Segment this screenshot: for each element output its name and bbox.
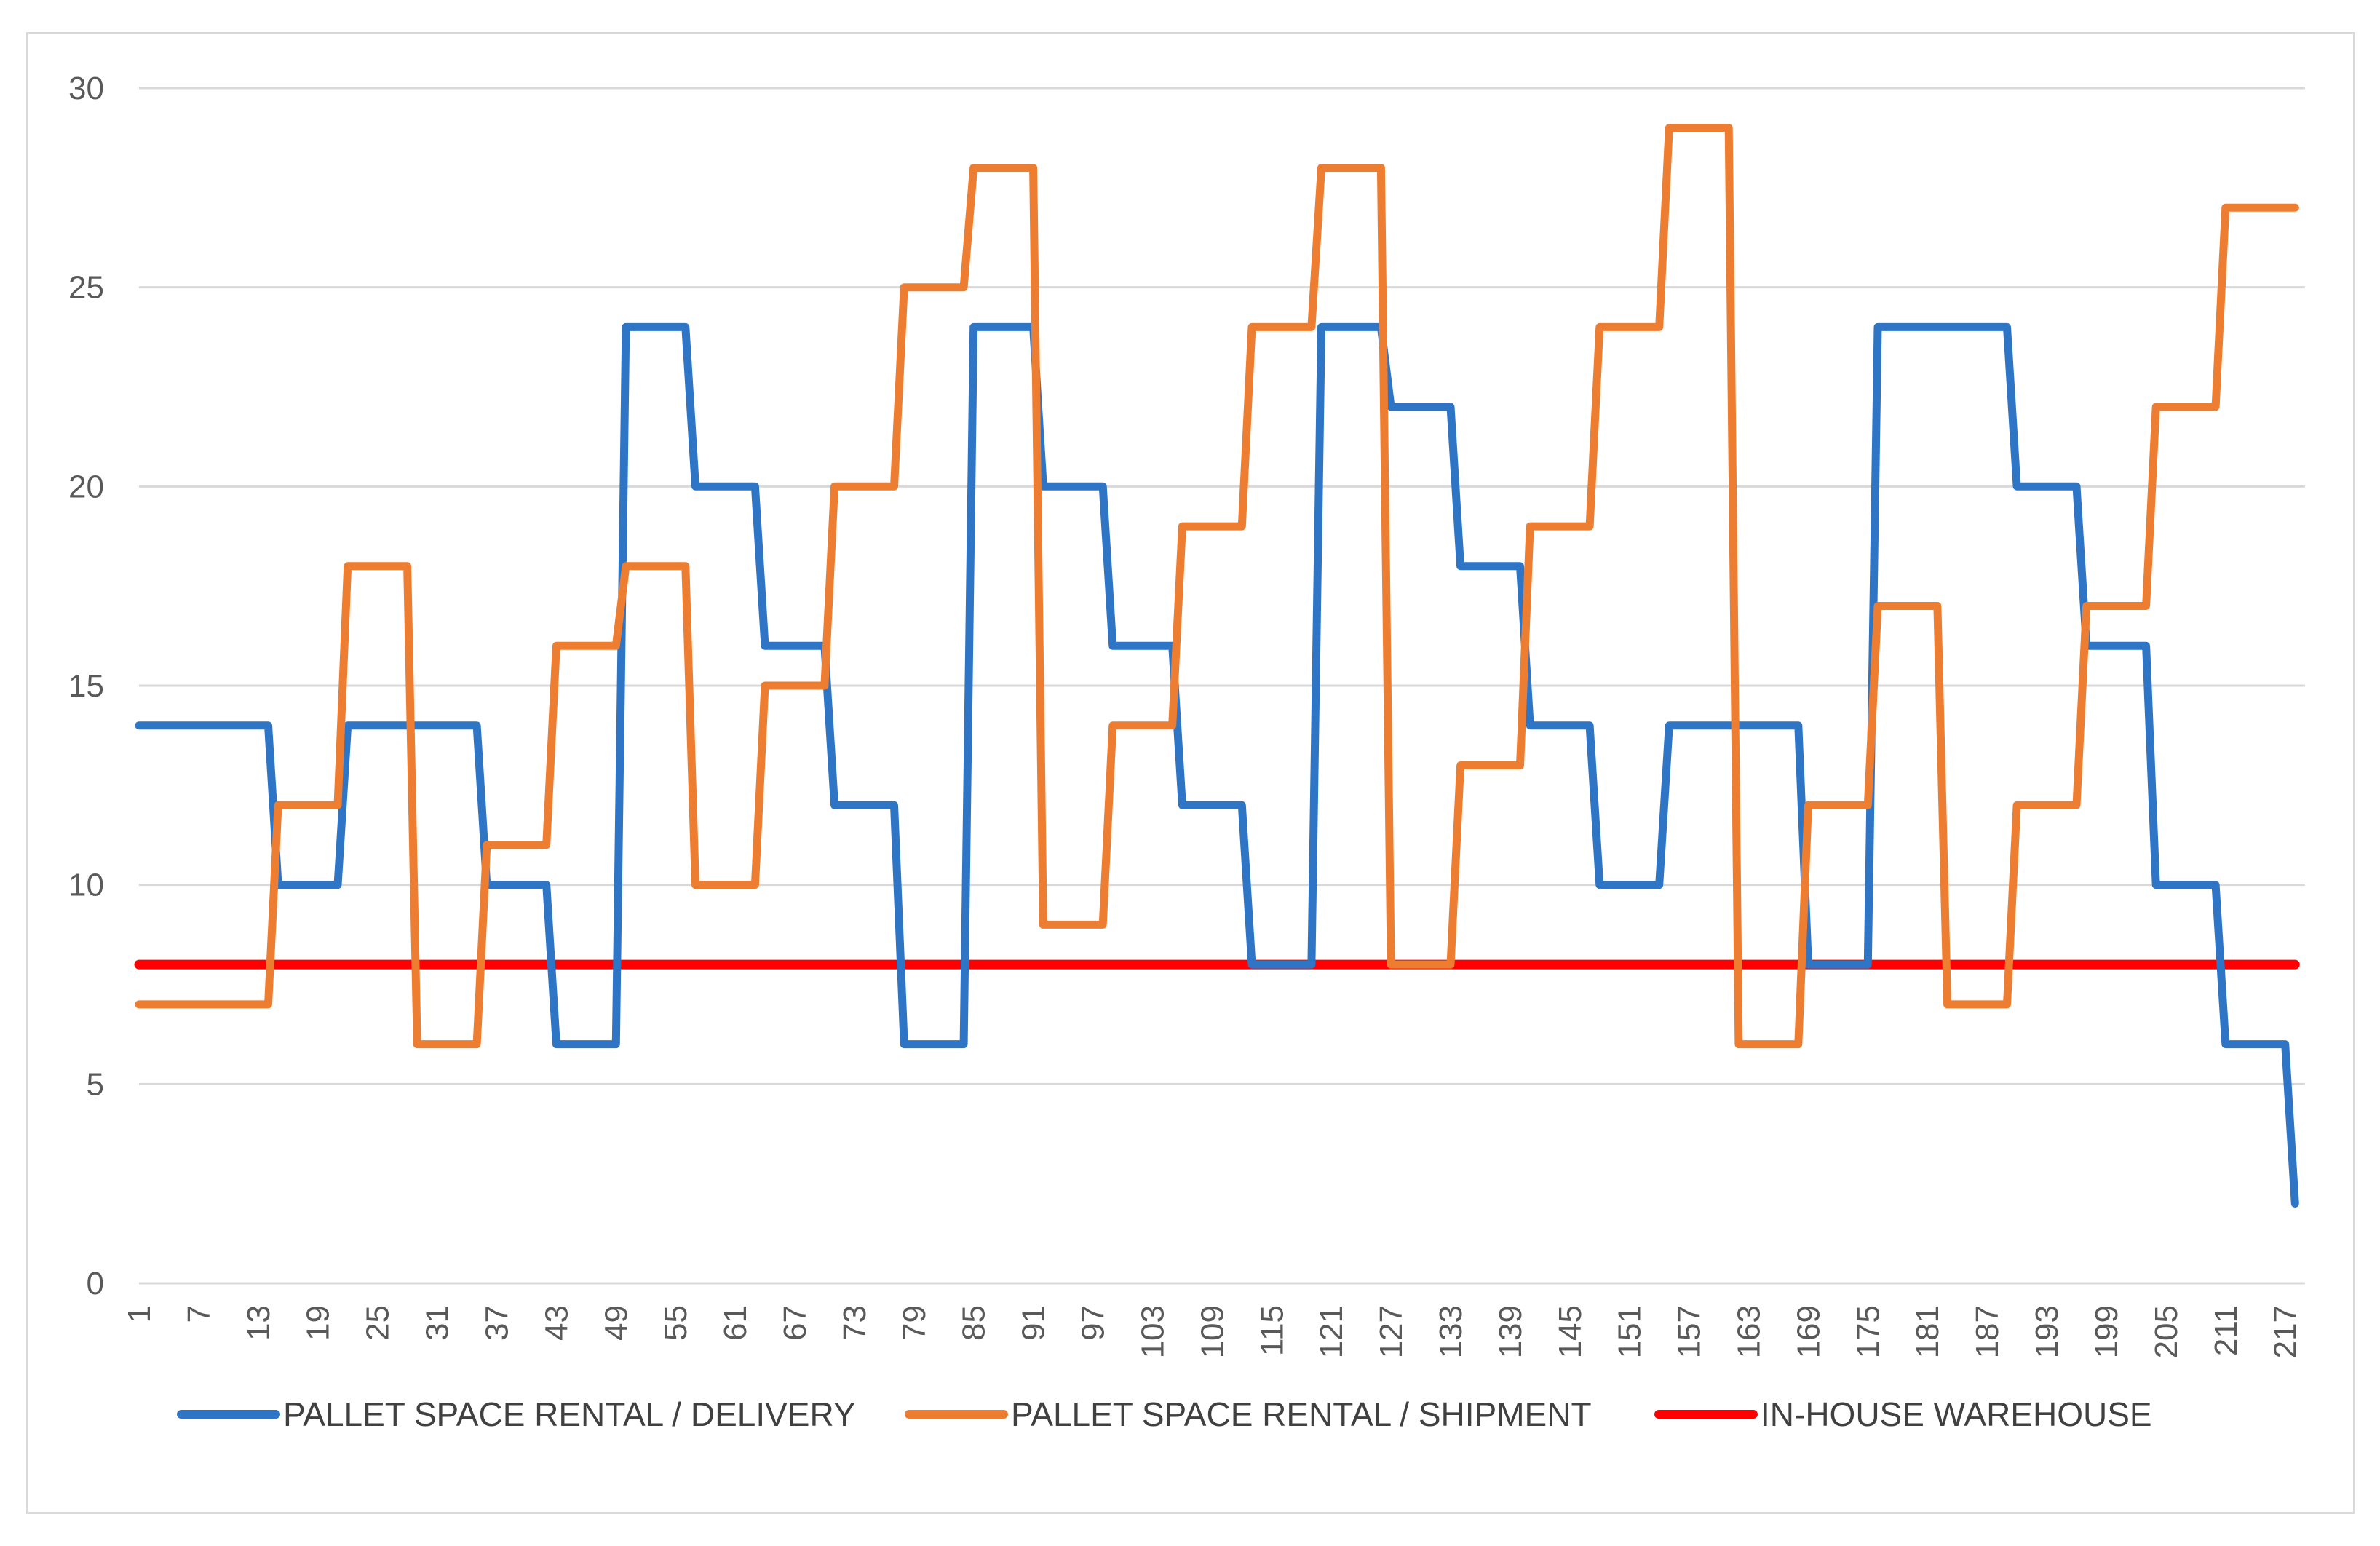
x-tick-label-139: 139 <box>1493 1305 1528 1358</box>
x-tick-label-25: 25 <box>360 1305 396 1341</box>
x-tick-label-55: 55 <box>658 1305 694 1341</box>
y-tick-label-5: 5 <box>87 1066 104 1102</box>
legend-label-pallet-space-rental-shipment: PALLET SPACE RENTAL / SHIPMENT <box>1011 1395 1592 1433</box>
x-tick-label-169: 169 <box>1790 1305 1826 1358</box>
x-tick-label-61: 61 <box>718 1305 753 1341</box>
x-tick-label-127: 127 <box>1373 1305 1409 1358</box>
x-tick-label-109: 109 <box>1194 1305 1230 1358</box>
x-tick-label-49: 49 <box>598 1305 634 1341</box>
series-line-pallet-space-rental-shipment <box>135 124 2299 1049</box>
x-tick-label-67: 67 <box>777 1305 813 1341</box>
y-tick-label-30: 30 <box>68 71 104 106</box>
y-tick-label-10: 10 <box>68 868 104 903</box>
y-axis-ticks: 0 5 10 15 20 25 30 <box>68 71 104 1301</box>
x-tick-label-157: 157 <box>1672 1305 1707 1358</box>
x-tick-label-13: 13 <box>241 1305 277 1341</box>
grid-lines <box>139 87 2305 1285</box>
x-tick-label-151: 151 <box>1612 1305 1648 1358</box>
x-tick-label-31: 31 <box>420 1305 456 1341</box>
x-tick-label-181: 181 <box>1910 1305 1945 1358</box>
x-tick-label-115: 115 <box>1254 1305 1290 1356</box>
x-tick-label-91: 91 <box>1016 1305 1052 1341</box>
chart-frame: 0 5 10 15 20 25 30 1 7 13 19 25 31 37 43 49 55 61 67 73 79 8… <box>26 32 2355 1514</box>
x-tick-label-1: 1 <box>122 1305 157 1323</box>
x-tick-label-193: 193 <box>2029 1305 2065 1358</box>
series-line-pallet-space-rental-delivery <box>135 322 2299 1208</box>
x-tick-label-163: 163 <box>1732 1305 1767 1358</box>
x-tick-label-133: 133 <box>1433 1305 1469 1358</box>
x-tick-label-97: 97 <box>1076 1305 1111 1341</box>
x-tick-label-79: 79 <box>897 1305 932 1341</box>
x-tick-label-145: 145 <box>1552 1305 1588 1358</box>
y-tick-label-15: 15 <box>68 668 104 704</box>
x-tick-label-217: 217 <box>2268 1305 2304 1358</box>
x-tick-label-199: 199 <box>2089 1305 2125 1358</box>
series-lines <box>134 124 2300 1208</box>
legend: PALLET SPACE RENTAL / DELIVERY PALLET SPA… <box>177 1395 2152 1433</box>
x-tick-label-187: 187 <box>1970 1305 2005 1358</box>
x-tick-label-7: 7 <box>181 1305 217 1323</box>
x-tick-label-121: 121 <box>1314 1305 1349 1358</box>
x-tick-label-175: 175 <box>1850 1305 1886 1358</box>
x-tick-label-37: 37 <box>479 1305 515 1341</box>
x-tick-label-43: 43 <box>539 1305 574 1341</box>
y-tick-label-20: 20 <box>68 469 104 504</box>
y-tick-label-25: 25 <box>68 270 104 306</box>
legend-label-pallet-space-rental-delivery: PALLET SPACE RENTAL / DELIVERY <box>283 1395 856 1433</box>
x-tick-label-73: 73 <box>837 1305 873 1341</box>
x-tick-label-19: 19 <box>301 1305 336 1341</box>
x-tick-label-205: 205 <box>2149 1305 2184 1358</box>
x-axis-ticks: 1 7 13 19 25 31 37 43 49 55 61 67 73 79 85 91 97 103 109 11… <box>122 1305 2304 1358</box>
line-chart: 0 5 10 15 20 25 30 1 7 13 19 25 31 37 43 49 55 61 67 73 79 8… <box>68 71 2305 1433</box>
x-tick-label-211: 211 <box>2208 1305 2244 1356</box>
legend-label-in-house-warehouse: IN-HOUSE WAREHOUSE <box>1761 1395 2152 1433</box>
x-tick-label-85: 85 <box>956 1305 992 1341</box>
x-tick-label-103: 103 <box>1135 1305 1170 1358</box>
y-tick-label-0: 0 <box>87 1266 104 1301</box>
